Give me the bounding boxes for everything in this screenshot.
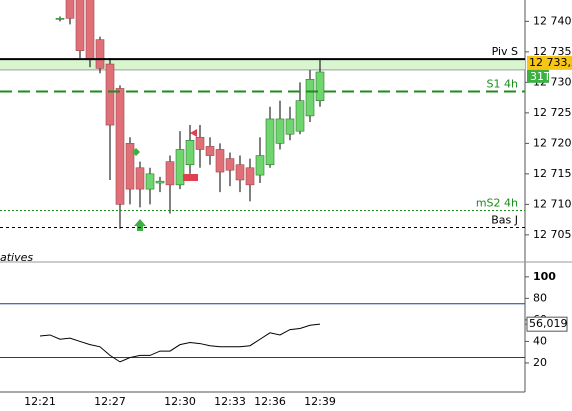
marker [190, 129, 197, 137]
candle-body [285, 118, 295, 135]
candle-body [315, 71, 325, 101]
marker [132, 148, 140, 156]
timer-box [527, 69, 549, 83]
candle-body [115, 88, 125, 205]
y-tick-label: 12 725 [533, 106, 572, 119]
x-tick-label: 12:33 [214, 395, 246, 407]
candle-body [55, 18, 65, 20]
timer-label: 31T [530, 70, 551, 83]
y-tick-label: 80 [533, 291, 547, 304]
candle-body [155, 180, 165, 184]
y-tick-label: 12 740 [533, 14, 572, 27]
indicator-last-label: 56,019 [529, 317, 568, 330]
y-tick-label: 12 720 [533, 136, 572, 149]
candle-body [105, 63, 115, 126]
candle-body [165, 161, 175, 186]
last-price-label: 12 733,2 [529, 56, 572, 69]
candle-body [295, 100, 305, 132]
candle-body [205, 146, 215, 156]
y-tick-label: 12 705 [533, 228, 572, 241]
level-label: mS2 4h [476, 196, 518, 209]
indicator-title: atives [0, 251, 33, 264]
candle-body [195, 136, 205, 150]
x-tick-label: 12:30 [164, 395, 196, 407]
candle-body [145, 173, 155, 190]
y-tick-label: 20 [533, 356, 547, 369]
level-label: Piv S [492, 45, 518, 58]
x-tick-label: 12:21 [24, 395, 56, 407]
candle-body [75, 0, 85, 51]
candle-body [185, 140, 195, 166]
y-tick-label: 12 710 [533, 197, 572, 210]
y-tick-label: 100 [533, 270, 556, 283]
marker [183, 174, 198, 181]
candle-body [225, 158, 235, 171]
candle-body [255, 155, 265, 176]
candle-body [65, 0, 75, 19]
candle-body [175, 149, 185, 186]
level-band [0, 59, 525, 70]
candle-body [275, 118, 285, 144]
candle-body [95, 39, 105, 69]
candle-body [215, 149, 225, 173]
candle-body [265, 118, 275, 166]
level-label: S1 4h [487, 78, 518, 91]
candle-body [245, 167, 255, 186]
x-tick-label: 12:36 [254, 395, 286, 407]
marker [134, 219, 146, 231]
candle-body [125, 143, 135, 190]
candle-body [135, 167, 145, 190]
y-tick-label: 12 735 [533, 45, 572, 58]
y-tick-label: 12 715 [533, 167, 572, 180]
indicator-line [39, 323, 321, 363]
last-price-box [527, 55, 572, 70]
candle-body [235, 164, 245, 181]
x-tick-label: 12:27 [94, 395, 126, 407]
candle-body [305, 79, 315, 117]
y-tick-label: 40 [533, 334, 547, 347]
x-tick-label: 12:39 [304, 395, 336, 407]
level-label: Bas J [491, 214, 518, 227]
candle-body [85, 0, 95, 61]
